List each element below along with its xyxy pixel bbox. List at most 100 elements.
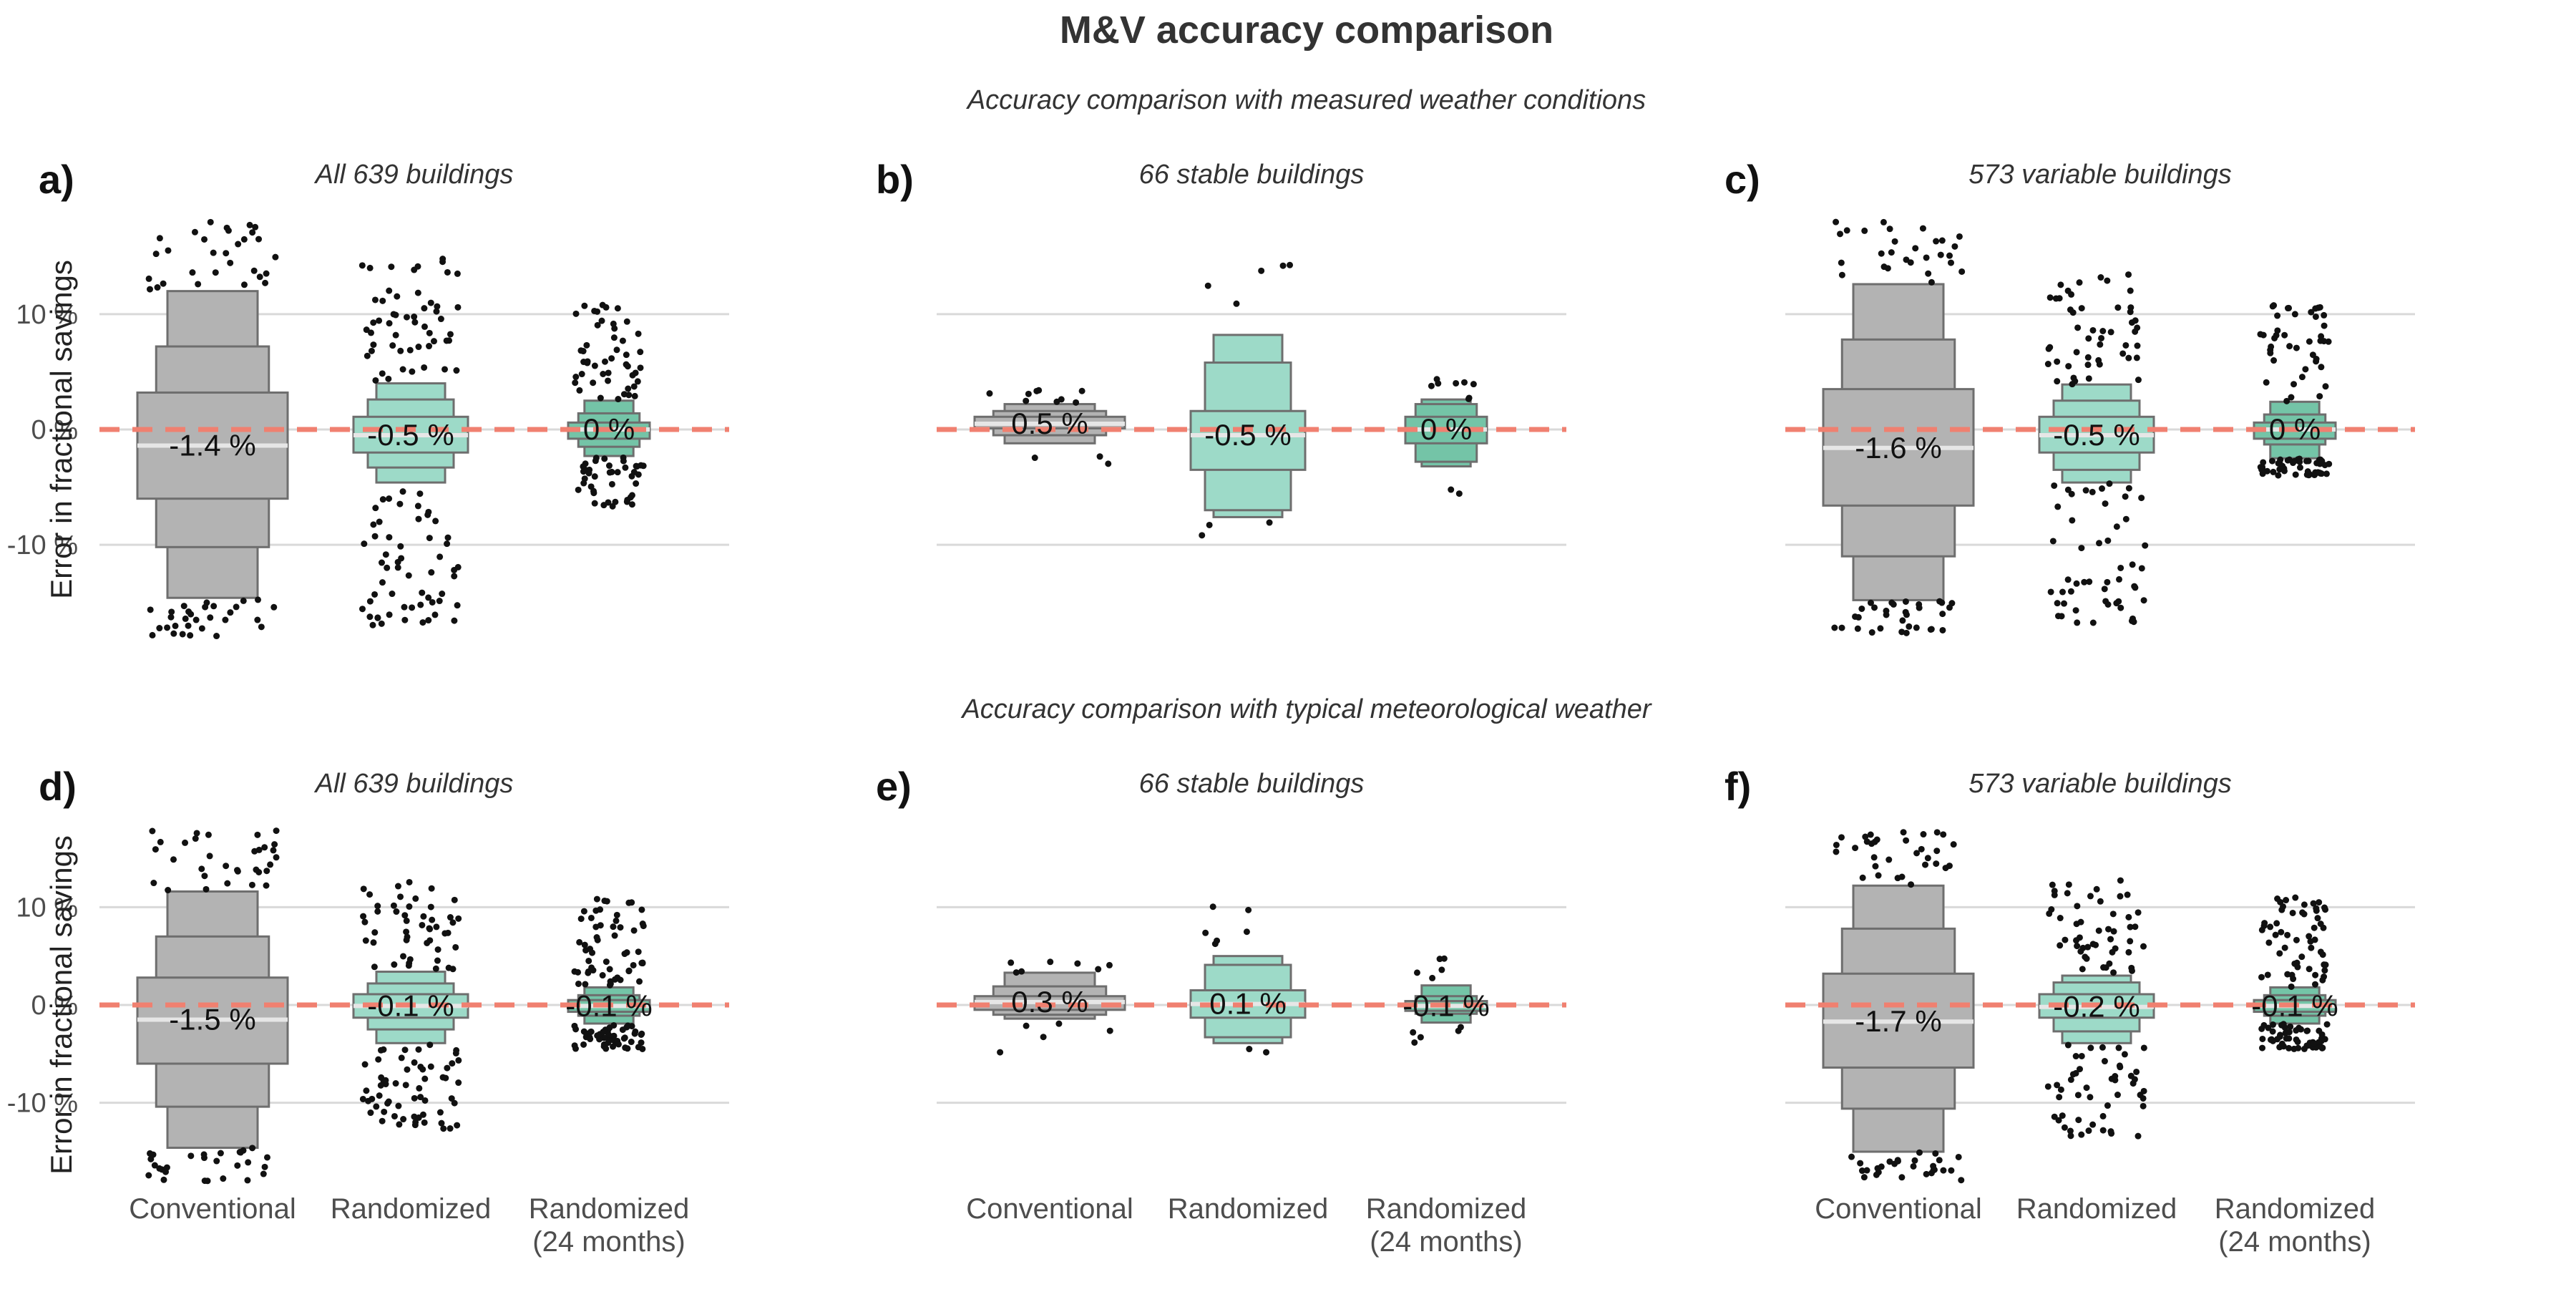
- outlier-point: [455, 1057, 462, 1064]
- x-tick-label-line: Conventional: [966, 1193, 1133, 1225]
- outlier-point: [1933, 829, 1941, 836]
- outlier-point: [411, 314, 418, 321]
- outlier-point: [628, 501, 635, 508]
- outlier-point: [2317, 921, 2324, 928]
- panel-subtitle: 573 variable buildings: [1968, 160, 2232, 190]
- outlier-point: [2109, 910, 2117, 918]
- outlier-point: [2049, 538, 2057, 545]
- outlier-point: [2054, 358, 2061, 365]
- outlier-point: [378, 620, 385, 627]
- outlier-point: [1074, 960, 1081, 967]
- panel-label: c): [1724, 157, 1760, 202]
- outlier-point: [2273, 920, 2280, 927]
- outlier-point: [1916, 604, 1923, 611]
- outlier-point: [240, 281, 248, 288]
- outlier-point: [2284, 971, 2291, 978]
- panel-f: f) 573 variable buildings -1.7 % -0.2 % -0.1…: [1724, 764, 2415, 1258]
- outlier-point: [2098, 334, 2105, 341]
- outlier-point: [1873, 1171, 1880, 1178]
- outlier-point: [2072, 1053, 2079, 1060]
- outlier-point: [2074, 619, 2081, 626]
- outlier-point: [1861, 227, 1868, 234]
- outlier-point: [204, 1177, 211, 1185]
- outlier-point: [2064, 287, 2072, 294]
- outlier-point: [2097, 341, 2104, 348]
- outlier-point: [1868, 629, 1875, 636]
- outlier-point: [2138, 495, 2145, 502]
- outlier-point: [2070, 374, 2077, 382]
- outlier-point: [2295, 1044, 2302, 1051]
- outlier-point: [397, 893, 404, 900]
- outlier-point: [364, 352, 371, 359]
- outlier-point: [401, 912, 409, 919]
- outlier-point: [2304, 1027, 2311, 1034]
- outlier-point: [606, 469, 613, 476]
- outlier-point: [625, 385, 632, 392]
- outlier-point: [1898, 1174, 1906, 1181]
- outlier-point: [391, 1112, 398, 1119]
- outlier-point: [640, 923, 647, 930]
- outlier-point: [637, 349, 644, 356]
- outlier-point: [2065, 363, 2072, 370]
- outlier-point: [453, 367, 460, 374]
- outlier-point: [1233, 300, 1240, 307]
- outlier-point: [419, 1111, 426, 1118]
- outlier-point: [599, 972, 606, 979]
- outlier-point: [582, 466, 589, 473]
- outlier-point: [1910, 1162, 1917, 1170]
- outlier-point: [454, 602, 461, 609]
- outlier-point: [160, 1176, 167, 1183]
- outlier-point: [180, 603, 187, 610]
- outlier-point: [638, 906, 645, 913]
- outlier-point: [2084, 354, 2092, 361]
- outlier-point: [416, 1084, 423, 1092]
- outlier-point: [1938, 237, 1946, 244]
- outlier-point: [421, 323, 428, 330]
- outlier-point: [371, 591, 379, 598]
- panel-label: f): [1724, 764, 1751, 809]
- outlier-point: [212, 269, 219, 276]
- outlier-point: [213, 1157, 220, 1165]
- outlier-point: [2134, 342, 2141, 349]
- outlier-point: [2073, 937, 2080, 944]
- outlier-point: [454, 563, 462, 570]
- outlier-point: [2318, 364, 2325, 371]
- outlier-point: [360, 885, 367, 893]
- outlier-point: [2316, 1039, 2323, 1046]
- outlier-point: [425, 617, 432, 624]
- outlier-point: [2140, 1044, 2147, 1051]
- outlier-point: [2051, 1113, 2058, 1120]
- outlier-point: [147, 606, 154, 613]
- outlier-point: [2085, 375, 2092, 382]
- outlier-point: [1860, 1174, 1868, 1181]
- outlier-point: [427, 1063, 434, 1070]
- outlier-point: [255, 596, 262, 603]
- outlier-point: [1902, 608, 1909, 616]
- outlier-point: [2113, 523, 2120, 530]
- outlier-point: [2087, 1044, 2094, 1051]
- outlier-point: [396, 1121, 403, 1128]
- outlier-point: [217, 1150, 224, 1157]
- outlier-point: [395, 1102, 402, 1109]
- outlier-point: [1457, 1024, 1464, 1031]
- outlier-point: [415, 344, 422, 351]
- outlier-point: [1833, 218, 1840, 225]
- outlier-point: [2270, 468, 2277, 475]
- outlier-point: [2051, 482, 2058, 489]
- outlier-point: [164, 624, 171, 631]
- outlier-point: [201, 873, 208, 880]
- outlier-point: [1913, 624, 1920, 631]
- outlier-point: [572, 1045, 579, 1052]
- outlier-point: [439, 591, 446, 598]
- outlier-point: [193, 830, 200, 837]
- outlier-point: [2267, 346, 2274, 354]
- x-tick-label-line: Conventional: [1815, 1193, 1982, 1225]
- outlier-point: [419, 619, 426, 626]
- outlier-point: [447, 914, 454, 921]
- outlier-point: [615, 396, 622, 403]
- outlier-point: [2116, 1062, 2123, 1069]
- outlier-point: [1470, 381, 1477, 388]
- outlier-point: [2051, 891, 2058, 898]
- x-tick-label: Randomized (24 months): [529, 1193, 690, 1258]
- outlier-point: [154, 284, 161, 291]
